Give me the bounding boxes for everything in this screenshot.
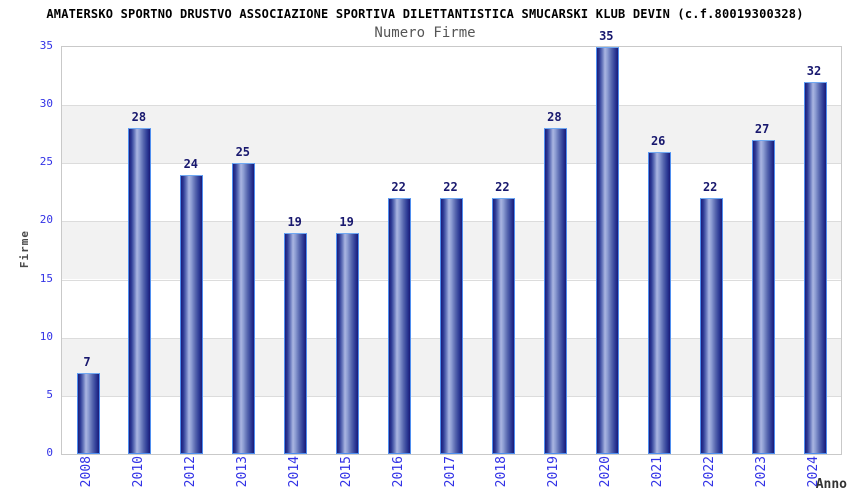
y-axis-title: Firme bbox=[18, 229, 31, 269]
x-tick-label: 2016 bbox=[390, 456, 406, 488]
bar-value-label: 35 bbox=[599, 29, 614, 43]
bar-value-label: 25 bbox=[235, 145, 251, 160]
bar-value-label: 22 bbox=[495, 180, 510, 195]
bar bbox=[699, 198, 723, 454]
x-tick-label: 2018 bbox=[494, 456, 510, 488]
y-tick-label: 5 bbox=[46, 387, 53, 401]
bar-value-label: 19 bbox=[287, 215, 302, 230]
x-tick-label: 2021 bbox=[650, 456, 666, 488]
bar bbox=[751, 140, 775, 454]
x-tick-label: 2012 bbox=[182, 456, 198, 488]
bar bbox=[128, 128, 152, 454]
bar-value-label: 7 bbox=[83, 354, 91, 369]
bar-value-label: 32 bbox=[806, 63, 822, 78]
y-tick-label: 10 bbox=[39, 329, 53, 343]
bar-value-label: 28 bbox=[131, 110, 147, 125]
y-tick-label: 25 bbox=[39, 155, 53, 169]
x-tick-label: 2010 bbox=[130, 456, 146, 488]
y-tick-label: 20 bbox=[39, 213, 53, 227]
bar bbox=[336, 233, 360, 454]
bar bbox=[388, 198, 412, 454]
bar bbox=[232, 163, 256, 454]
bar-value-label: 24 bbox=[183, 156, 199, 171]
bar bbox=[491, 198, 515, 454]
plot-area bbox=[61, 46, 842, 455]
y-tick-label: 15 bbox=[39, 271, 53, 285]
bar bbox=[76, 372, 100, 454]
bar bbox=[284, 233, 308, 454]
y-tick-label: 35 bbox=[39, 39, 53, 52]
x-tick-label: 2008 bbox=[79, 456, 94, 488]
bar-value-label: 27 bbox=[754, 122, 770, 136]
chart-subtitle: Numero Firme bbox=[374, 25, 476, 41]
bar bbox=[803, 81, 827, 454]
x-tick-label: 2013 bbox=[234, 456, 250, 488]
bar bbox=[543, 128, 567, 454]
bar bbox=[595, 47, 619, 454]
x-tick-label: 2014 bbox=[286, 456, 302, 488]
bar-value-label: 26 bbox=[650, 133, 666, 148]
bar bbox=[647, 151, 671, 454]
gridline bbox=[62, 163, 841, 165]
x-axis-title: Anno bbox=[815, 477, 847, 492]
chart-title: AMATERSKO SPORTNO DRUSTVO ASSOCIAZIONE S… bbox=[46, 7, 804, 21]
bar-value-label: 19 bbox=[339, 215, 354, 230]
bar bbox=[440, 198, 463, 454]
bar-value-label: 28 bbox=[547, 110, 562, 125]
y-tick-label: 0 bbox=[46, 446, 53, 459]
y-tick-label: 30 bbox=[39, 97, 53, 111]
x-tick-label: 2023 bbox=[754, 456, 770, 488]
x-tick-label: 2019 bbox=[546, 456, 562, 488]
bar-value-label: 22 bbox=[443, 180, 458, 195]
bar-value-label: 22 bbox=[702, 180, 718, 195]
x-tick-label: 2022 bbox=[702, 456, 718, 488]
x-tick-label: 2017 bbox=[442, 456, 458, 488]
bar bbox=[180, 174, 204, 454]
bar-value-label: 22 bbox=[391, 180, 406, 195]
x-tick-label: 2015 bbox=[338, 456, 354, 488]
x-tick-label: 2020 bbox=[598, 456, 614, 488]
gridline bbox=[62, 105, 841, 107]
grid-band bbox=[62, 105, 841, 164]
